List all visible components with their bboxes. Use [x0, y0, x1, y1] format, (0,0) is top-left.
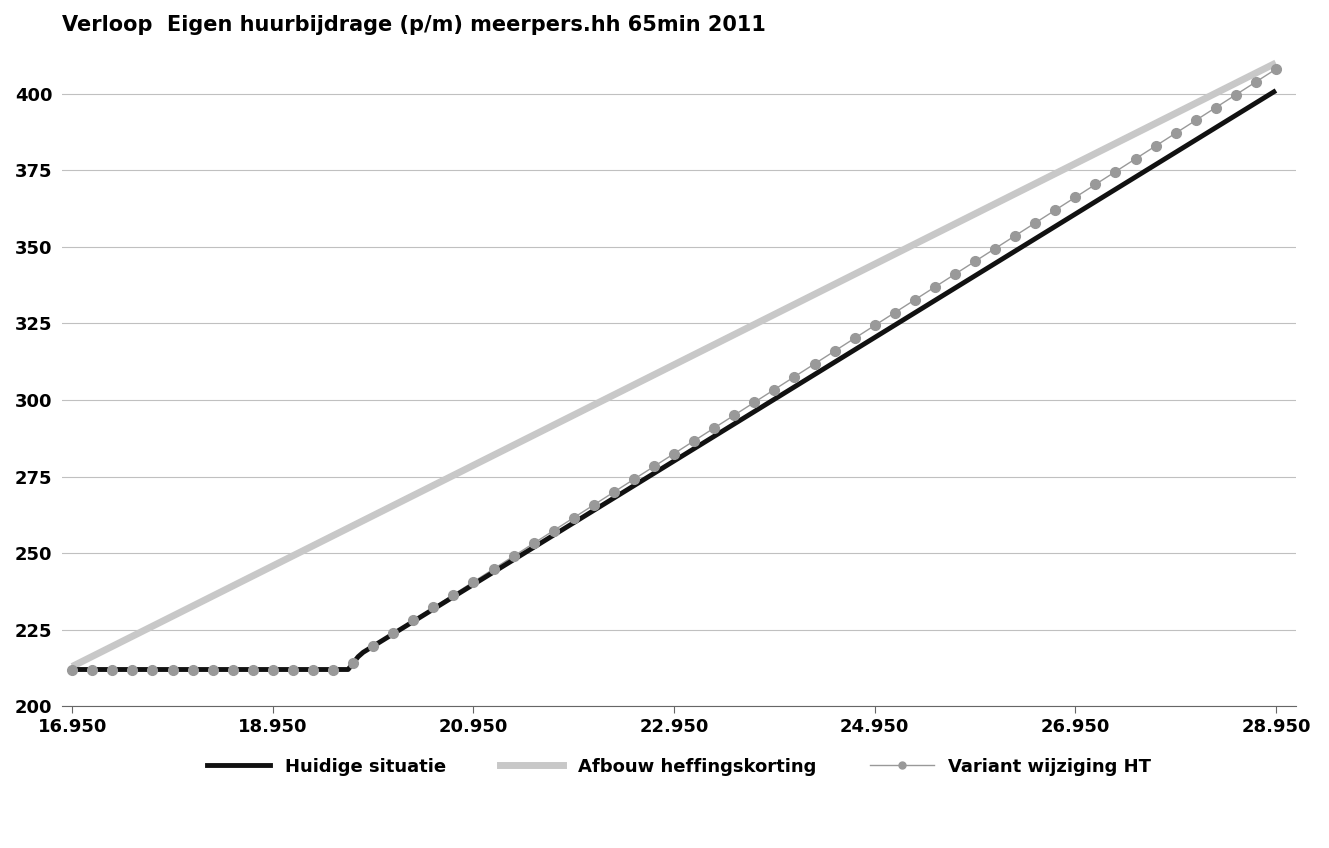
Text: Verloop  Eigen huurbijdrage (p/m) meerpers.hh 65min 2011: Verloop Eigen huurbijdrage (p/m) meerper…	[62, 15, 766, 35]
Legend: Huidige situatie, Afbouw heffingskorting, Variant wijziging HT: Huidige situatie, Afbouw heffingskorting…	[199, 750, 1158, 783]
